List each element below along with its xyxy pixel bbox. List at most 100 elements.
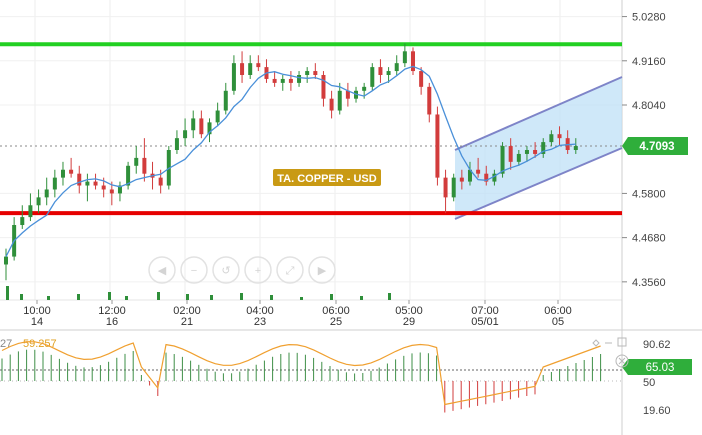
volume-bar xyxy=(6,286,9,300)
date-label: 29 xyxy=(403,316,415,328)
candle-body xyxy=(557,134,562,139)
svg-text:▶: ▶ xyxy=(318,265,327,277)
zoom-out-icon[interactable]: − xyxy=(180,256,208,284)
oscillator-value: 59.257 xyxy=(23,338,57,350)
volume-bar xyxy=(210,295,213,300)
candle-body xyxy=(345,90,350,99)
trend-channel-upper-line[interactable] xyxy=(454,76,623,151)
candle-body xyxy=(28,205,33,218)
scroll-left-icon[interactable]: ◀ xyxy=(148,256,176,284)
date-label: 14 xyxy=(31,316,43,328)
volume-bar xyxy=(360,296,363,300)
candle-body xyxy=(370,67,375,87)
candle-body xyxy=(272,78,277,83)
candle-body xyxy=(85,181,90,186)
date-label: 25 xyxy=(330,316,342,328)
candle-body xyxy=(492,173,497,182)
candle-body xyxy=(20,217,25,225)
candle-body xyxy=(223,90,228,111)
oscillator-axis: 90.62 50 19.60 xyxy=(643,339,671,417)
candle-body xyxy=(386,71,391,75)
time-label: 05:00 xyxy=(395,305,423,317)
panel-icons xyxy=(592,337,629,368)
date-label: 05/01 xyxy=(471,316,499,328)
moving-average-line xyxy=(5,65,576,257)
volume-bar xyxy=(240,293,243,300)
time-label: 06:00 xyxy=(544,305,572,317)
candle-body xyxy=(297,75,302,83)
chart-navigation-toolbar: ◀ − ↺ + ⤢ ▶ xyxy=(148,256,336,284)
candle-body xyxy=(321,75,326,99)
candle-body xyxy=(533,150,538,154)
candle-body xyxy=(142,157,147,174)
close-panel-icon[interactable] xyxy=(615,354,629,368)
date-label: 05 xyxy=(552,316,564,328)
chart-grid xyxy=(0,0,622,300)
candle-body xyxy=(174,138,179,150)
osc-tick-high: 90.62 xyxy=(643,339,671,351)
price-axis[interactable]: 5.0280 4.9160 4.8040 4.5800 4.4680 4.3560 xyxy=(622,12,666,289)
volume-bar xyxy=(300,297,303,300)
candle-body xyxy=(207,122,212,135)
candle-body xyxy=(280,78,285,83)
oscillator-line xyxy=(1,341,601,406)
zoom-reset-icon[interactable]: ↺ xyxy=(212,256,240,284)
svg-text:−: − xyxy=(191,265,197,277)
time-axis[interactable]: 10:001412:001602:002104:002306:002505:00… xyxy=(23,300,572,328)
candle-body xyxy=(508,146,513,162)
svg-text:+: + xyxy=(255,265,261,277)
volume-bar xyxy=(125,296,128,300)
candle-body xyxy=(134,157,139,166)
trend-channel-fill xyxy=(455,77,622,219)
osc-tick-low: 19.60 xyxy=(643,405,671,417)
candle-body xyxy=(573,146,578,150)
candle-body xyxy=(44,189,49,198)
time-label: 06:00 xyxy=(322,305,350,317)
current-price-text: 4.7093 xyxy=(639,141,674,153)
candle-body xyxy=(524,150,529,154)
candle-body xyxy=(541,142,546,154)
price-tick-label: 4.8040 xyxy=(632,100,666,112)
candle-body xyxy=(158,177,163,186)
candle-body xyxy=(215,110,220,123)
volume-bar xyxy=(108,292,111,300)
candle-body xyxy=(4,256,8,265)
zoom-in-icon[interactable]: + xyxy=(244,256,272,284)
candle-body xyxy=(77,173,82,186)
time-label: 10:00 xyxy=(23,305,51,317)
zoom-fit-icon[interactable]: ⤢ xyxy=(276,256,304,284)
candle-body xyxy=(451,177,456,198)
oscillator-panel: 27 59.257 90.62 50 19.60 65.03 xyxy=(0,337,692,417)
candle-body xyxy=(337,90,342,111)
candle-body xyxy=(117,185,122,194)
candle-body xyxy=(516,153,521,162)
candle-body xyxy=(36,197,41,206)
candle-body xyxy=(93,181,98,186)
candle-body xyxy=(484,173,489,182)
oscillator-histogram xyxy=(1,349,602,413)
candle-body xyxy=(126,165,131,186)
candle-body xyxy=(443,177,448,198)
maximize-icon[interactable] xyxy=(617,337,627,347)
candle-body xyxy=(467,169,472,182)
svg-text:↺: ↺ xyxy=(221,265,230,277)
scroll-right-icon[interactable]: ▶ xyxy=(308,256,336,284)
instrument-label-text: TA. COPPER - USD xyxy=(277,173,376,185)
volume-bar xyxy=(270,295,273,300)
heart-icon[interactable] xyxy=(592,339,600,347)
candle-body xyxy=(476,169,481,174)
volume-bar xyxy=(77,294,80,300)
oscillator-badge-text: 65.03 xyxy=(646,362,675,374)
candle-body xyxy=(183,130,188,139)
trend-channel-lower-line[interactable] xyxy=(454,147,623,220)
candle-body xyxy=(362,86,367,91)
candle-body xyxy=(549,134,554,143)
volume-bar xyxy=(388,293,391,300)
candle-body xyxy=(191,118,196,131)
candle-body xyxy=(329,98,334,111)
candle-body xyxy=(199,118,204,135)
date-label: 16 xyxy=(106,316,118,328)
candle-body xyxy=(288,78,293,83)
candle-body xyxy=(435,114,440,178)
